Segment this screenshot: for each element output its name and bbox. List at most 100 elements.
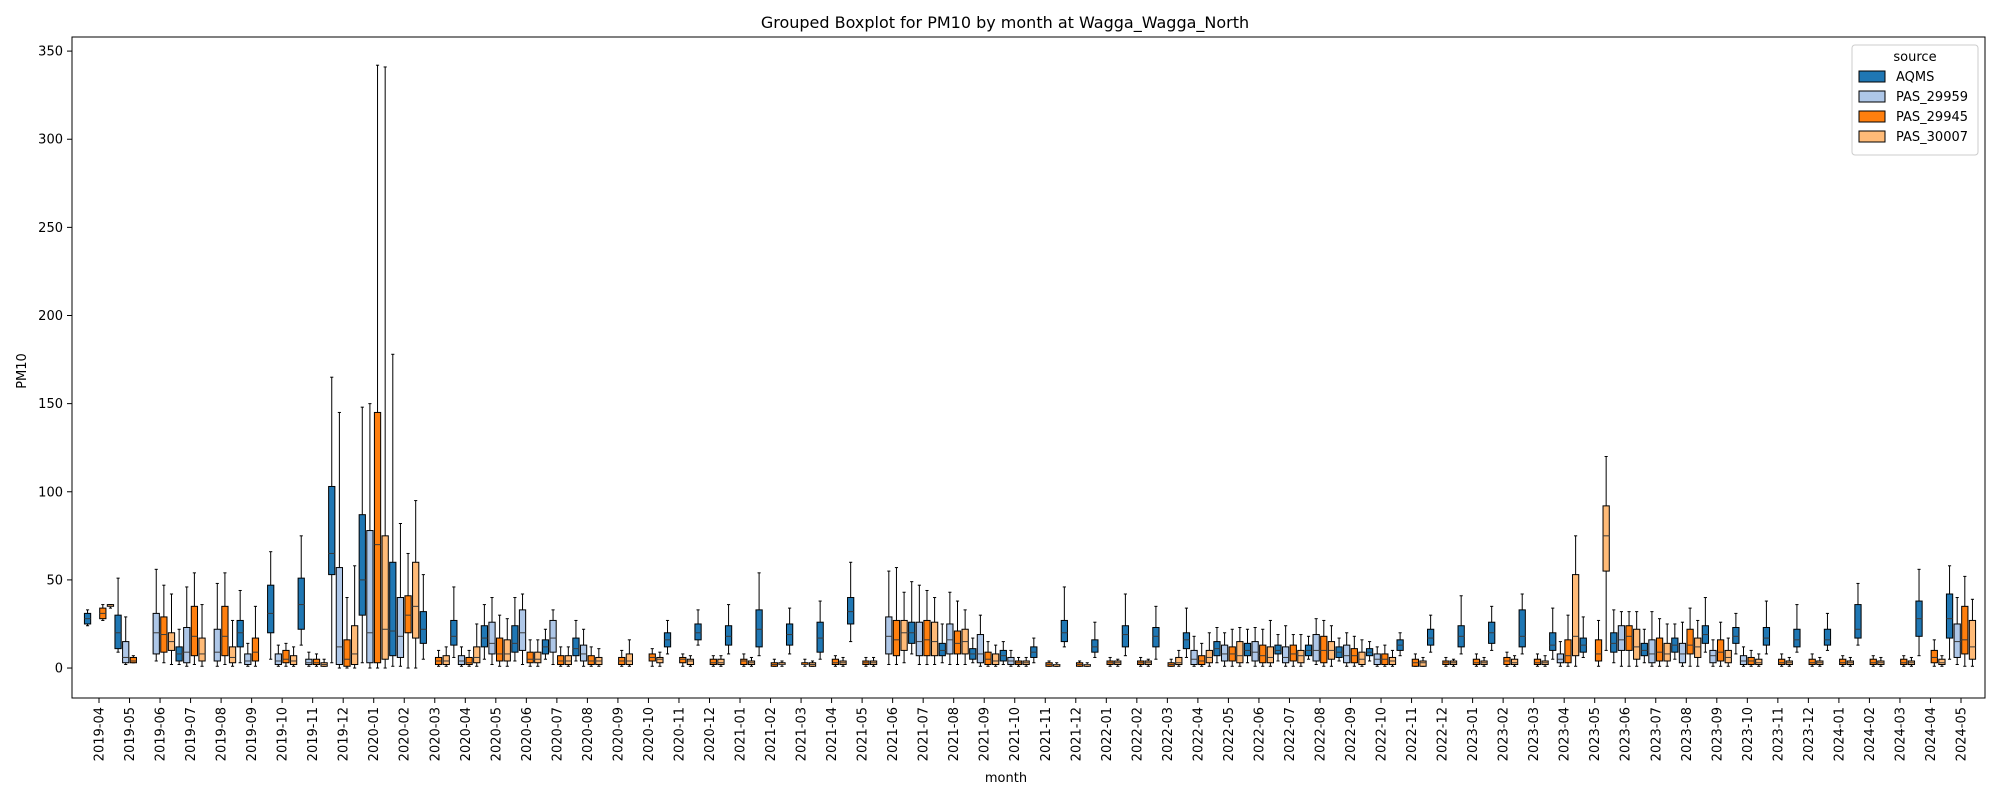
box-body — [564, 655, 572, 666]
x-tick-label: 2022-02 — [1130, 707, 1145, 761]
box-body — [274, 653, 282, 666]
box-pas_29945-2024-04 — [1930, 639, 1938, 667]
box-pas_29959-2020-07 — [549, 609, 557, 666]
box-body — [992, 653, 1000, 666]
box-body — [1594, 639, 1603, 662]
box-pas_29945-2019-12 — [343, 597, 351, 669]
legend-label-pas_30007: PAS_30007 — [1896, 130, 1968, 145]
box-pas_29959-2022-04 — [1190, 635, 1198, 667]
box-pas_29945-2019-08 — [221, 572, 229, 666]
box-body — [1617, 625, 1626, 651]
x-tick-label: 2019-04 — [93, 707, 108, 761]
box-body — [381, 535, 389, 660]
box-pas_29945-2020-12 — [709, 655, 717, 667]
box-pas_29945-2022-05 — [1228, 628, 1236, 667]
box-body — [358, 514, 366, 616]
box-body — [1533, 658, 1542, 666]
box-pas_30007-2022-12 — [1449, 658, 1458, 667]
box-body — [1152, 626, 1160, 648]
box-pas_29945-2021-06 — [892, 567, 901, 666]
x-tick-label: 2021-07 — [917, 707, 932, 761]
box-aqms-2020-04 — [450, 586, 458, 658]
box-pas_30007-2023-05 — [1602, 456, 1610, 651]
legend-label-pas_29959: PAS_29959 — [1896, 90, 1968, 105]
box-body — [389, 561, 397, 657]
x-tick-label: 2024-05 — [1955, 707, 1970, 761]
box-aqms-2020-08 — [572, 619, 580, 662]
x-tick-label: 2021-04 — [825, 707, 840, 761]
box-aqms-2022-10 — [1365, 641, 1374, 662]
x-tick-label: 2021-12 — [1069, 707, 1084, 761]
x-tick-label: 2020-04 — [459, 707, 474, 761]
box-pas_30007-2021-08 — [961, 609, 969, 666]
x-tick-label: 2021-11 — [1039, 707, 1054, 761]
y-tick-label: 250 — [38, 221, 63, 236]
legend-label-aqms: AQMS — [1896, 70, 1934, 85]
box-body — [892, 619, 901, 657]
box-aqms-2023-05 — [1579, 616, 1587, 658]
box-pas_29945-2023-10 — [1747, 649, 1755, 667]
box-aqms-2023-01 — [1457, 595, 1465, 655]
box-body — [679, 656, 687, 664]
box-body — [1732, 626, 1740, 644]
box-body — [953, 630, 962, 655]
x-tick-label: 2022-09 — [1344, 707, 1359, 761]
x-tick-label: 2023-12 — [1802, 707, 1817, 761]
box-pas_29945-2022-04 — [1198, 642, 1206, 667]
box-aqms-2019-12 — [328, 376, 336, 664]
box-pas_29945-2023-11 — [1778, 653, 1786, 667]
box-aqms-2022-06 — [1243, 628, 1252, 664]
box-body — [442, 655, 450, 666]
box-pas_30007-2019-11 — [320, 658, 328, 667]
box-body — [1182, 632, 1191, 650]
x-tick-label: 2019-08 — [215, 707, 230, 761]
box-pas_29959-2020-01 — [366, 403, 374, 669]
box-body — [1869, 658, 1877, 666]
box-aqms-2022-02 — [1121, 593, 1130, 657]
legend: source AQMS PAS_29959 PAS_29945 PAS_30007 — [1851, 44, 1979, 156]
box-body — [587, 655, 595, 666]
box-pas_30007-2021-11 — [1053, 662, 1061, 667]
box-body — [1259, 644, 1267, 664]
box-aqms-2023-09 — [1701, 597, 1709, 653]
x-tick-label: 2019-12 — [337, 707, 352, 761]
y-tick-label: 150 — [38, 397, 63, 412]
y-axis-label: PM10 — [15, 353, 30, 389]
x-tick-label: 2024-02 — [1863, 707, 1878, 761]
box-pas_30007-2022-01 — [1114, 658, 1122, 667]
box-pas_30007-2023-06 — [1633, 611, 1641, 667]
box-pas_30007-2023-03 — [1541, 655, 1549, 667]
box-body — [1640, 642, 1648, 657]
box-pas_30007-2022-07 — [1297, 634, 1305, 667]
axes-frame — [71, 36, 1986, 699]
box-body — [1709, 649, 1717, 664]
box-pas_30007-2020-09 — [625, 639, 633, 667]
box-body — [1953, 623, 1961, 658]
box-pas_29959-2022-10 — [1373, 646, 1381, 667]
box-aqms-2020-03 — [419, 574, 427, 660]
box-body — [190, 605, 199, 657]
box-pas_29945-2023-08 — [1686, 607, 1694, 667]
box-pas_29945-2022-07 — [1289, 634, 1297, 667]
box-pas_29945-2023-03 — [1533, 653, 1542, 667]
x-tick-label: 2020-12 — [703, 707, 718, 761]
box-aqms-2019-05 — [114, 577, 122, 653]
box-pas_29945-2019-11 — [312, 653, 321, 667]
box-pas_30007-2024-04 — [1938, 655, 1946, 667]
box-pas_29959-2021-07 — [915, 584, 923, 666]
box-body — [1121, 625, 1130, 648]
box-body — [709, 658, 717, 666]
box-pas_29945-2019-05 — [129, 655, 137, 664]
box-body — [557, 655, 565, 666]
box-aqms-2020-01 — [358, 406, 366, 664]
x-tick-label: 2023-02 — [1497, 707, 1512, 761]
x-tick-label: 2022-03 — [1161, 707, 1176, 761]
box-aqms-2020-12 — [694, 609, 702, 646]
chart-title: Grouped Boxplot for PM10 by month at Wag… — [761, 13, 1249, 33]
box-pas_29945-2020-06 — [526, 639, 534, 667]
box-body — [1823, 628, 1832, 646]
box-aqms-2020-02 — [389, 353, 397, 667]
box-body — [1282, 646, 1290, 664]
box-aqms-2021-12 — [1060, 586, 1068, 648]
x-tick-label: 2020-10 — [642, 707, 657, 761]
